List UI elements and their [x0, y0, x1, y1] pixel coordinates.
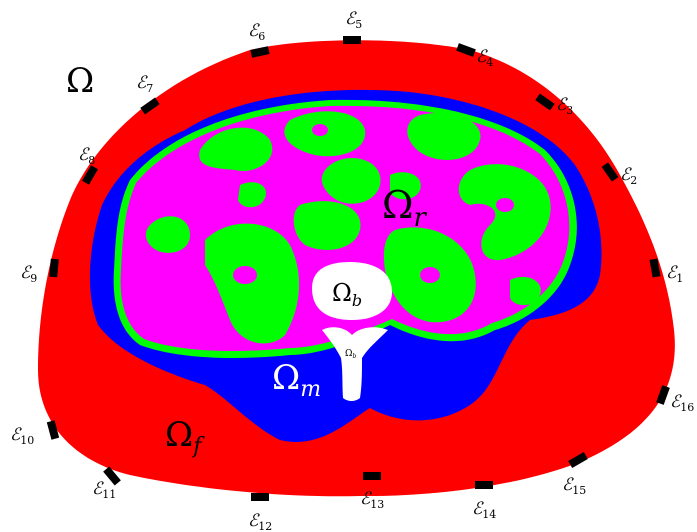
rest-region-label: Ωr: [382, 183, 428, 233]
electrode-pad: [103, 466, 121, 486]
electrode-label: ℰ12: [248, 511, 272, 532]
electrode-pad: [649, 258, 661, 278]
electrode-pad: [656, 385, 670, 405]
bowel-blob: [293, 201, 361, 250]
vertebra-process: [322, 327, 388, 401]
electrode-label: ℰ11: [92, 479, 116, 501]
electrode-pad: [46, 420, 60, 440]
electrode-label: ℰ7: [136, 73, 153, 95]
electrode-label: ℰ10: [10, 425, 34, 447]
bowel-blob: [205, 223, 300, 344]
electrode-pad: [601, 162, 619, 182]
electrode-label: ℰ4: [476, 47, 493, 69]
bowel-blob: [321, 157, 381, 204]
electrode-labels: ℰ1 ℰ2 ℰ3 ℰ4 ℰ5 ℰ6 ℰ7 ℰ8 ℰ9 ℰ10 ℰ11 ℰ12 ℰ13 ℰ14 ℰ15 ℰ16: [10, 9, 694, 532]
organ-holes: [233, 124, 514, 284]
organ-hole: [233, 266, 257, 284]
electrode-label: ℰ15: [562, 475, 586, 497]
bowel-blob: [145, 216, 190, 253]
electrode-pad: [49, 258, 59, 278]
domain-label: Ω: [66, 61, 94, 101]
organ-hole: [496, 198, 514, 212]
electrode-pad: [140, 97, 160, 115]
electrode-label: ℰ5: [345, 9, 362, 31]
electrode-label: ℰ2: [620, 165, 637, 187]
bowel-blob: [407, 112, 481, 160]
electrode-label: ℰ13: [360, 489, 384, 511]
muscle-region-label: Ωm: [272, 358, 321, 402]
electrode-pad: [475, 481, 493, 489]
bone-region-label: Ωb: [332, 279, 362, 310]
bone-small-label: Ωb: [345, 349, 356, 360]
electrode-pads: [46, 36, 670, 501]
bowel-blob: [238, 182, 266, 208]
electrode-pad: [343, 36, 361, 44]
organ-hole: [420, 267, 440, 283]
electrode-pad: [535, 93, 555, 111]
bowel-blob: [390, 172, 421, 200]
bowel-blobs: [145, 111, 551, 344]
electrode-pad: [82, 165, 98, 185]
electrode-pad: [251, 493, 269, 501]
electrode-pad: [568, 452, 588, 468]
electrode-label: ℰ8: [78, 145, 95, 167]
electrode-pad: [456, 43, 476, 57]
electrode-label: ℰ16: [670, 392, 694, 414]
bowel-blob: [458, 164, 551, 261]
electrode-label: ℰ14: [472, 499, 496, 521]
fat-region-label: Ωf: [165, 415, 205, 459]
electrode-label: ℰ9: [20, 263, 37, 285]
electrode-label: ℰ1: [666, 263, 683, 285]
electrode-label: ℰ3: [556, 95, 573, 117]
organ-hole: [312, 124, 328, 136]
bowel-blob: [199, 127, 273, 171]
vertebra-body: [312, 262, 392, 320]
electrode-pad: [363, 472, 381, 480]
electrode-pad: [250, 46, 270, 58]
electrode-label: ℰ6: [248, 21, 265, 43]
bowel-blob: [510, 276, 541, 306]
